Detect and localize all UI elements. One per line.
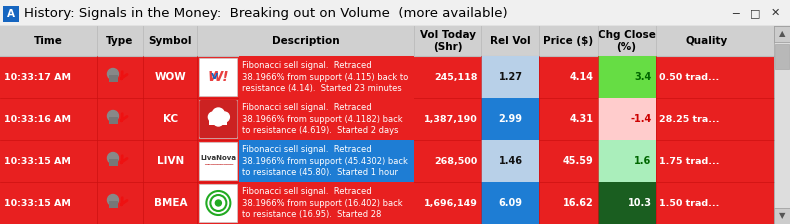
Text: 10:33:15 AM: 10:33:15 AM <box>4 198 71 207</box>
Text: Fibonacci sell signal.  Retraced
38.1966% from support (16.402) back
to resistan: Fibonacci sell signal. Retraced 38.1966%… <box>243 187 403 219</box>
Text: History: Signals in the Money:  Breaking out on Volume  (more available): History: Signals in the Money: Breaking … <box>24 6 508 19</box>
Text: ─: ─ <box>732 8 739 18</box>
Bar <box>481 182 540 224</box>
Text: Quality: Quality <box>686 36 728 46</box>
Bar <box>597 140 656 182</box>
Text: Price ($): Price ($) <box>544 36 593 46</box>
Bar <box>3 6 19 22</box>
Bar <box>199 142 237 180</box>
Circle shape <box>213 108 224 120</box>
Text: 4.31: 4.31 <box>570 114 593 124</box>
Bar <box>209 117 228 125</box>
Text: 4.14: 4.14 <box>570 72 593 82</box>
Text: 1.75 trad...: 1.75 trad... <box>659 157 719 166</box>
Bar <box>0 56 774 98</box>
Text: Chg Close
(%): Chg Close (%) <box>597 30 656 52</box>
Text: Time: Time <box>34 36 63 46</box>
Text: 28.25 tra...: 28.25 tra... <box>659 114 719 123</box>
Text: 16.62: 16.62 <box>562 198 593 208</box>
Text: 1.46: 1.46 <box>498 156 522 166</box>
Text: BMEA: BMEA <box>153 198 187 208</box>
Text: 2.99: 2.99 <box>498 114 522 124</box>
Bar <box>597 56 656 98</box>
Text: Rel Vol: Rel Vol <box>490 36 531 46</box>
Text: 1.27: 1.27 <box>498 72 522 82</box>
Text: 3.4: 3.4 <box>634 72 652 82</box>
Bar <box>239 182 414 224</box>
Bar <box>481 98 540 140</box>
Text: 245,118: 245,118 <box>434 73 477 82</box>
Bar <box>481 140 540 182</box>
Bar <box>109 159 118 166</box>
Text: 268,500: 268,500 <box>435 157 477 166</box>
Text: WOW: WOW <box>154 72 186 82</box>
Circle shape <box>107 110 118 121</box>
Circle shape <box>209 112 218 122</box>
Bar <box>109 201 118 208</box>
Circle shape <box>107 153 118 164</box>
Bar <box>774 26 790 42</box>
Text: W!: W! <box>208 70 229 84</box>
Text: KC: KC <box>163 114 178 124</box>
Bar <box>0 140 774 182</box>
Bar <box>199 58 237 96</box>
Bar <box>109 75 118 82</box>
Bar <box>199 184 237 222</box>
Text: 1,387,190: 1,387,190 <box>423 114 477 123</box>
Bar <box>774 208 790 224</box>
Bar <box>199 100 237 138</box>
Text: Fibonacci sell signal.  Retraced
38.1966% from support (4.115) back to
resistanc: Fibonacci sell signal. Retraced 38.1966%… <box>243 61 408 93</box>
Text: Type: Type <box>107 36 134 46</box>
Bar <box>0 26 774 56</box>
Text: ▼: ▼ <box>779 211 785 220</box>
FancyBboxPatch shape <box>199 100 237 138</box>
Text: ─────────: ───────── <box>204 162 233 168</box>
Bar <box>481 56 540 98</box>
Bar <box>239 56 414 98</box>
Text: 10:33:17 AM: 10:33:17 AM <box>4 73 71 82</box>
Text: 10:33:16 AM: 10:33:16 AM <box>4 114 71 123</box>
Text: LivaNova: LivaNova <box>201 155 236 161</box>
Text: Fibonacci sell signal.  Retraced
38.1966% from support (4.1182) back
to resistan: Fibonacci sell signal. Retraced 38.1966%… <box>243 103 403 135</box>
Circle shape <box>213 116 224 126</box>
Bar <box>597 98 656 140</box>
Bar <box>0 98 774 140</box>
Circle shape <box>107 69 118 80</box>
Text: 1.50 trad...: 1.50 trad... <box>659 198 719 207</box>
Bar <box>239 98 414 140</box>
Text: A: A <box>7 9 15 19</box>
Text: 6.09: 6.09 <box>498 198 522 208</box>
Bar <box>597 182 656 224</box>
Text: 10:33:15 AM: 10:33:15 AM <box>4 157 71 166</box>
Text: Symbol: Symbol <box>149 36 192 46</box>
Bar <box>0 0 790 26</box>
Text: 10.3: 10.3 <box>627 198 652 208</box>
Bar <box>239 140 414 182</box>
Circle shape <box>107 194 118 205</box>
Text: 1.6: 1.6 <box>634 156 652 166</box>
Text: LIVN: LIVN <box>156 156 184 166</box>
Text: -1.4: -1.4 <box>630 114 652 124</box>
Text: 0.50 trad...: 0.50 trad... <box>659 73 719 82</box>
Bar <box>775 44 789 69</box>
Text: Fibonacci sell signal.  Retraced
38.1966% from support (45.4302) back
to resista: Fibonacci sell signal. Retraced 38.1966%… <box>243 145 408 177</box>
Text: ▲: ▲ <box>779 30 785 39</box>
Circle shape <box>216 200 221 206</box>
Circle shape <box>220 112 229 122</box>
Text: 45.59: 45.59 <box>562 156 593 166</box>
Text: □: □ <box>750 8 760 18</box>
Text: v: v <box>211 71 218 81</box>
Text: 1,696,149: 1,696,149 <box>423 198 477 207</box>
Text: Vol Today
(Shr): Vol Today (Shr) <box>419 30 476 52</box>
Bar <box>109 117 118 124</box>
Text: Description: Description <box>272 36 340 46</box>
Bar <box>774 26 790 224</box>
Bar <box>0 182 774 224</box>
Text: ✕: ✕ <box>770 8 780 18</box>
